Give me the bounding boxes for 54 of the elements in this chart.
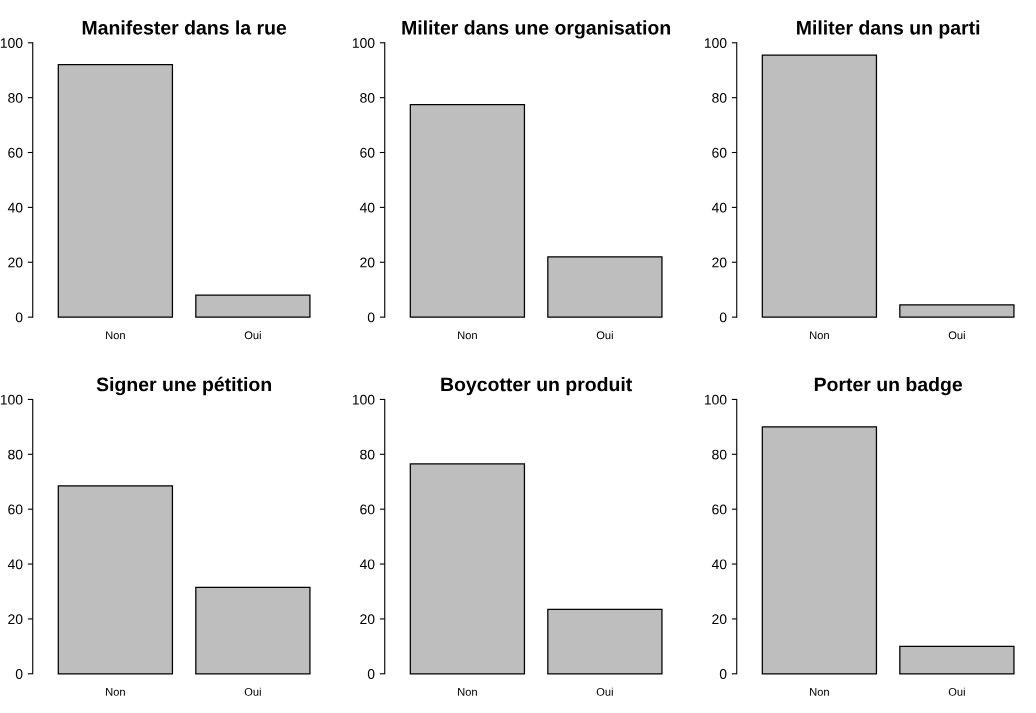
x-tick-label: Non (810, 331, 829, 340)
y-tick-label: 20 (8, 614, 23, 625)
y-tick-label: 100 (352, 394, 375, 405)
x-tick-label: Oui (948, 331, 965, 340)
y-tick-label: 0 (719, 312, 727, 323)
y-tick-label: 20 (712, 257, 727, 268)
y-tick-label: 40 (359, 559, 375, 570)
y-tick-label: 0 (367, 669, 375, 679)
y-tick-label: 80 (8, 92, 23, 103)
y-tick-label: 60 (712, 504, 727, 515)
x-tick-label: Non (106, 331, 125, 340)
x-tick-label: Oui (948, 687, 965, 696)
chart-title: Militer dans une organisation (402, 20, 670, 39)
y-tick-label: 80 (8, 449, 23, 460)
y-tick-label: 60 (360, 147, 375, 158)
y-tick-label: 40 (711, 559, 727, 570)
y-tick-label: 80 (360, 92, 375, 103)
chart-title: Porter un badge (814, 377, 963, 396)
x-tick-label: Oui (596, 331, 613, 340)
y-tick-label: 20 (712, 614, 727, 625)
chart-title: Manifester dans la rue (82, 20, 287, 35)
y-tick-label: 100 (704, 394, 727, 405)
y-tick-label: 80 (712, 449, 727, 460)
y-tick-label: 100 (704, 38, 727, 48)
y-tick-label: 60 (360, 504, 375, 515)
y-tick-label: 80 (360, 449, 375, 460)
x-tick-label: Non (458, 688, 477, 696)
x-tick-label: Oui (244, 687, 261, 696)
y-tick-label: 40 (7, 202, 23, 213)
x-tick-label: Oui (244, 331, 261, 340)
x-tick-label: Non (106, 688, 125, 696)
y-tick-label: 60 (8, 147, 23, 158)
y-tick-label: 0 (15, 669, 23, 679)
y-tick-label: 20 (8, 257, 23, 268)
y-tick-label: 60 (8, 504, 23, 515)
chart-title: Signer une pétition (96, 376, 271, 396)
y-tick-label: 0 (15, 312, 23, 323)
chart-title: Boycotter un produit (441, 377, 633, 396)
y-tick-label: 40 (359, 202, 375, 213)
y-tick-label: 100 (352, 38, 375, 48)
x-tick-label: Non (810, 688, 829, 696)
y-tick-label: 0 (367, 312, 375, 323)
y-tick-label: 40 (711, 202, 727, 213)
y-tick-label: 60 (712, 147, 727, 158)
x-tick-label: Non (458, 331, 477, 340)
y-tick-label: 20 (360, 614, 375, 625)
x-tick-label: Oui (596, 687, 613, 696)
y-tick-label: 40 (7, 559, 23, 570)
y-tick-label: 80 (712, 92, 727, 103)
y-tick-label: 20 (360, 257, 375, 268)
y-tick-label: 100 (0, 394, 23, 405)
chart-title: Militer dans un parti (797, 20, 980, 39)
y-tick-label: 0 (719, 669, 727, 679)
y-tick-label: 100 (0, 38, 23, 48)
